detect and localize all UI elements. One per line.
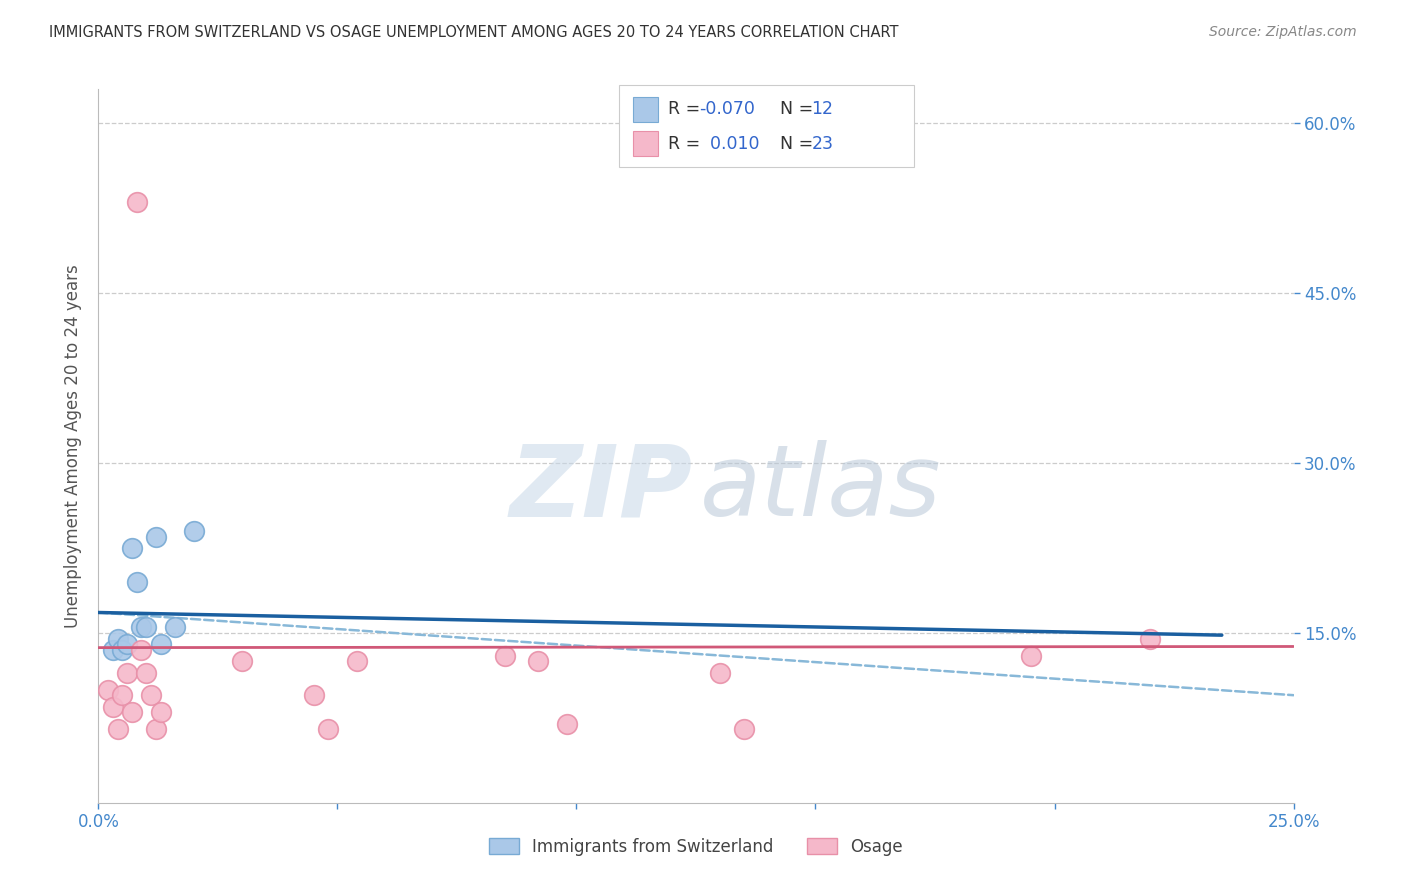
Point <box>145 722 167 736</box>
Text: R =: R = <box>668 135 706 153</box>
Point <box>302 688 325 702</box>
Point <box>346 654 368 668</box>
Point <box>135 665 157 680</box>
Text: -0.070: -0.070 <box>699 101 755 119</box>
Point <box>111 643 134 657</box>
Point <box>107 722 129 736</box>
Point <box>145 530 167 544</box>
Point <box>131 643 153 657</box>
Point <box>107 632 129 646</box>
Point <box>101 643 124 657</box>
Point <box>1019 648 1042 663</box>
Point <box>1139 632 1161 646</box>
Point <box>733 722 755 736</box>
Text: N =: N = <box>780 101 820 119</box>
Point <box>97 682 120 697</box>
Point <box>555 716 578 731</box>
Text: Source: ZipAtlas.com: Source: ZipAtlas.com <box>1209 25 1357 39</box>
Point <box>494 648 516 663</box>
Text: IMMIGRANTS FROM SWITZERLAND VS OSAGE UNEMPLOYMENT AMONG AGES 20 TO 24 YEARS CORR: IMMIGRANTS FROM SWITZERLAND VS OSAGE UNE… <box>49 25 898 40</box>
Point <box>121 541 143 555</box>
Point <box>709 665 731 680</box>
Text: ZIP: ZIP <box>509 441 692 537</box>
Point <box>231 654 253 668</box>
Text: 12: 12 <box>811 101 834 119</box>
Point <box>121 705 143 719</box>
Text: atlas: atlas <box>700 441 941 537</box>
Point <box>115 665 138 680</box>
Text: 0.010: 0.010 <box>699 135 759 153</box>
Point <box>125 574 148 589</box>
Point <box>125 195 148 210</box>
Point <box>183 524 205 538</box>
Point <box>101 699 124 714</box>
Point <box>135 620 157 634</box>
Legend: Immigrants from Switzerland, Osage: Immigrants from Switzerland, Osage <box>482 831 910 863</box>
Point <box>163 620 186 634</box>
Point <box>111 688 134 702</box>
Point <box>131 620 153 634</box>
Point <box>316 722 339 736</box>
Text: 23: 23 <box>811 135 834 153</box>
Point <box>139 688 162 702</box>
Point <box>149 637 172 651</box>
Point <box>115 637 138 651</box>
Text: N =: N = <box>780 135 820 153</box>
Point <box>527 654 550 668</box>
Text: R =: R = <box>668 101 706 119</box>
Y-axis label: Unemployment Among Ages 20 to 24 years: Unemployment Among Ages 20 to 24 years <box>63 264 82 628</box>
Point <box>149 705 172 719</box>
